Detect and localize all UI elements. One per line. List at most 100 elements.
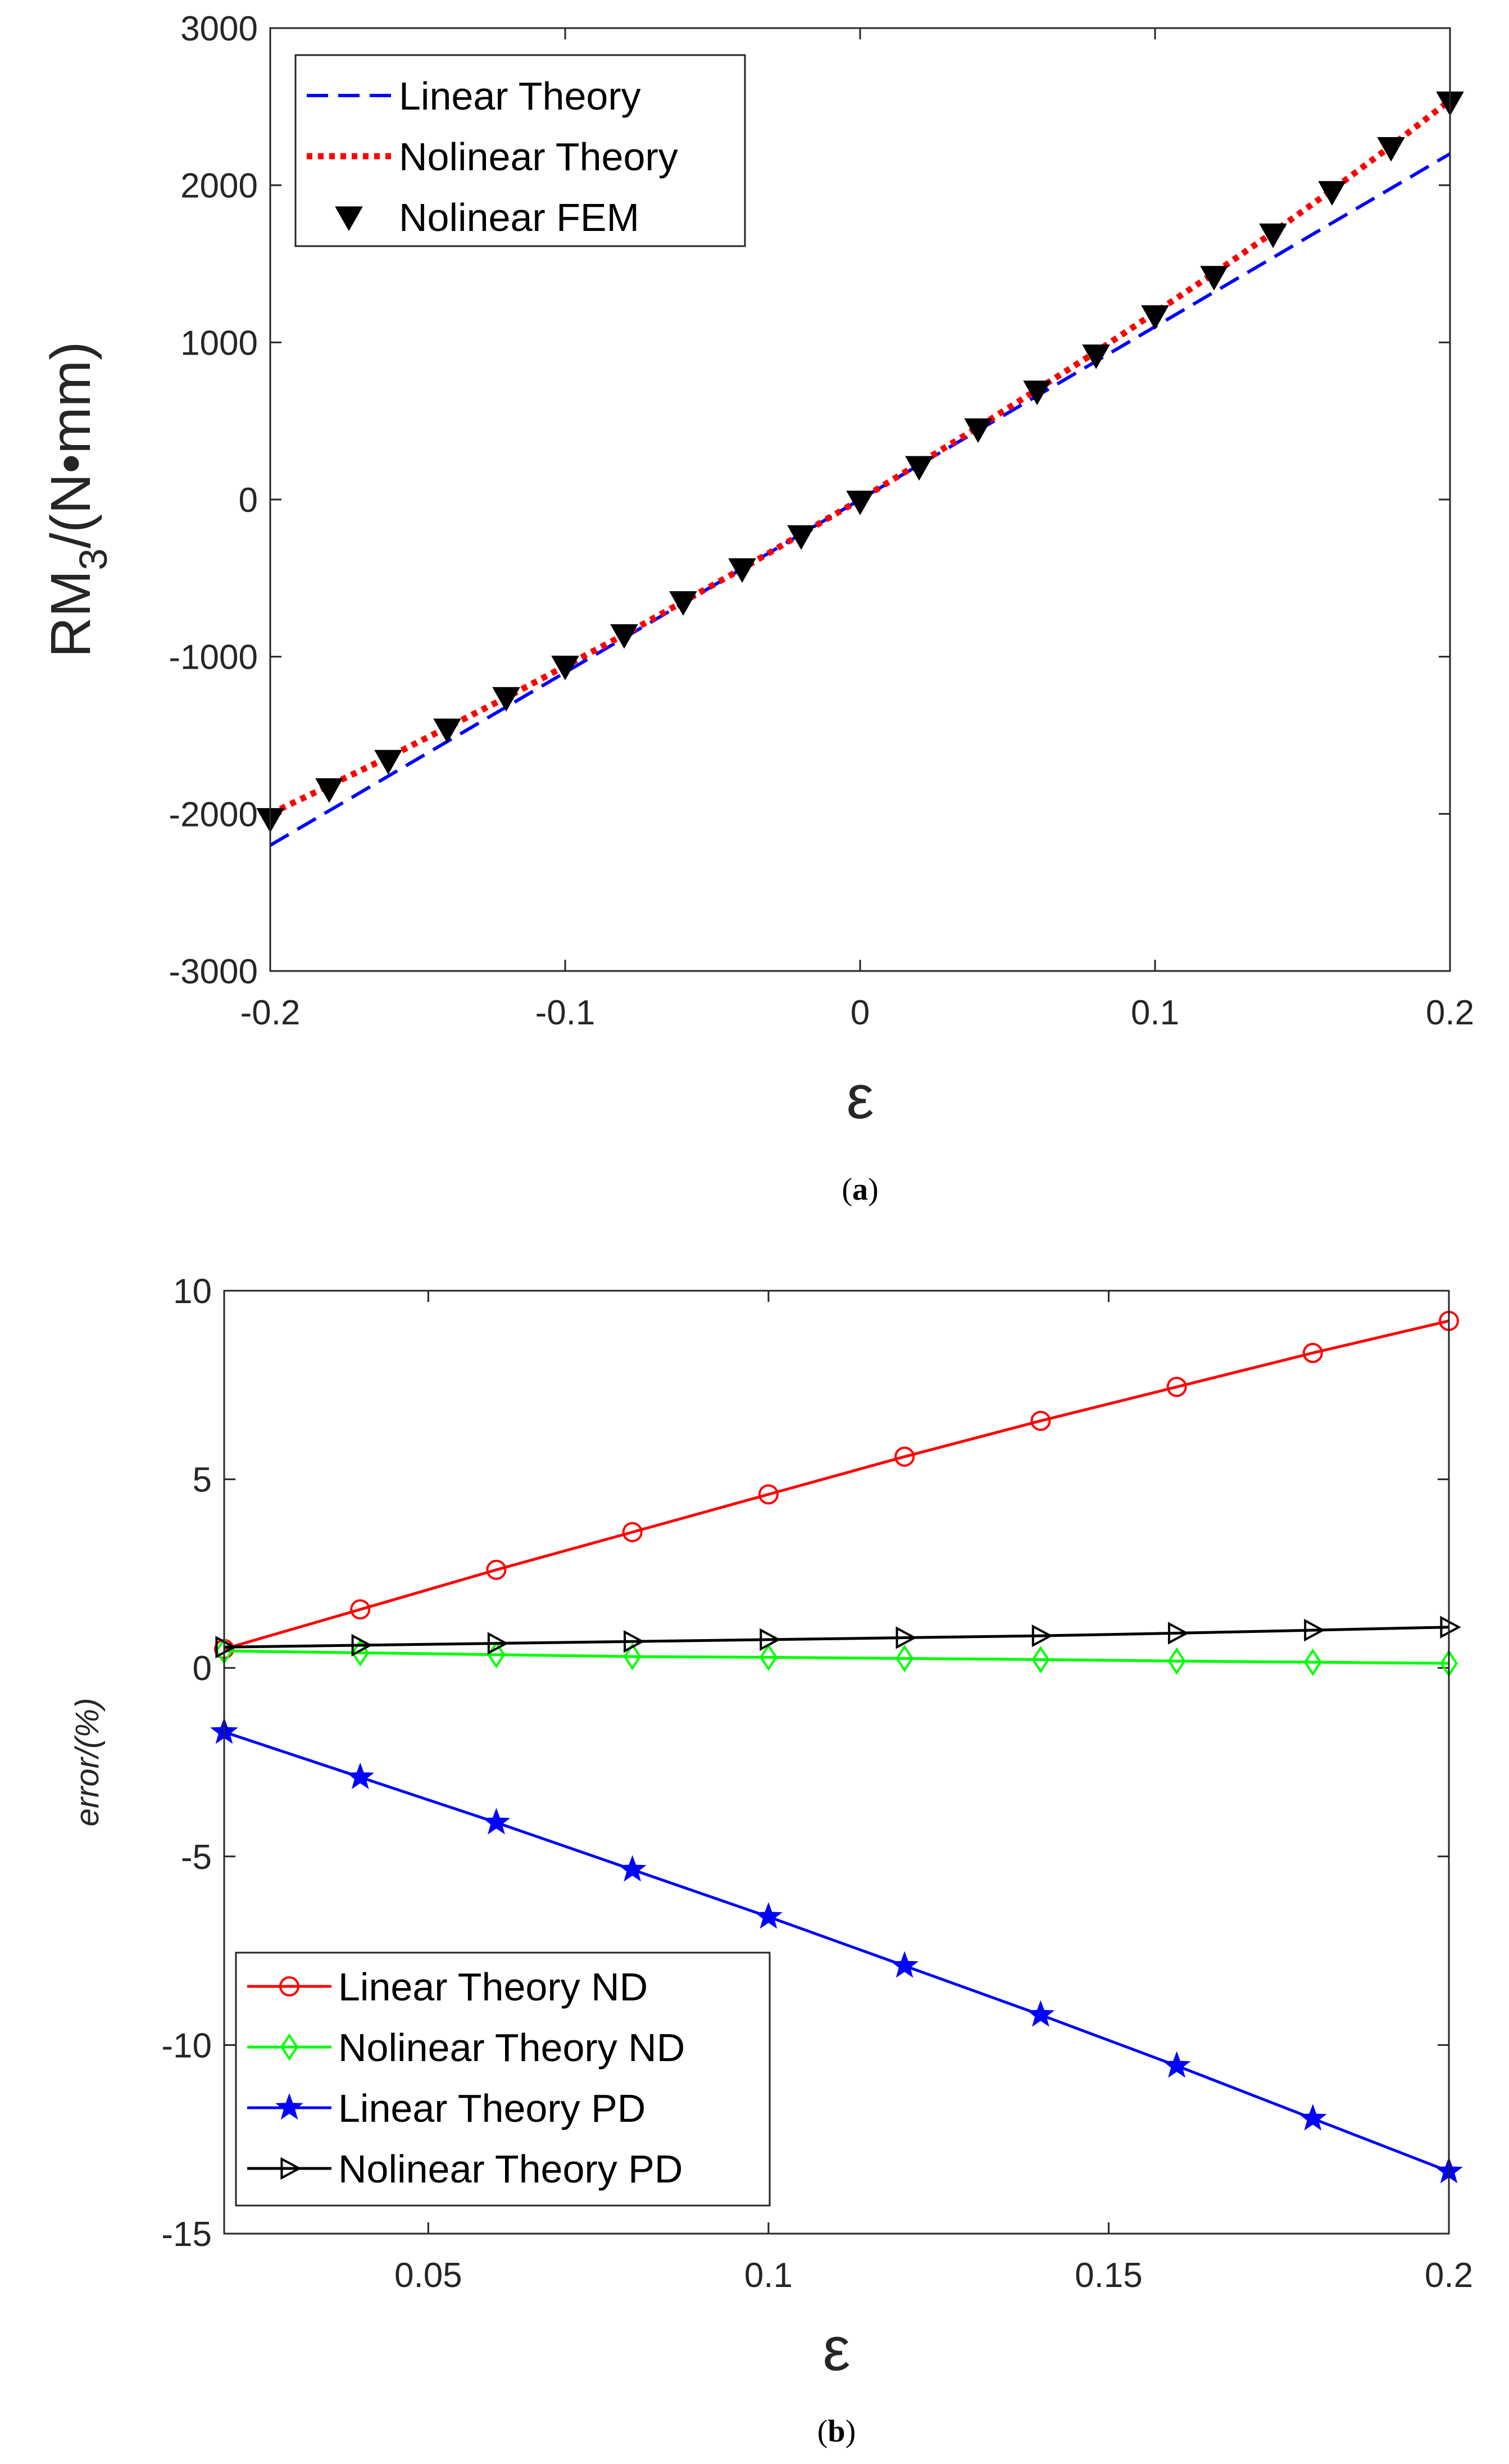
chart-a-fem-point [610, 624, 638, 649]
chart-a-y-axis-label: RM3/(N•mm) [39, 342, 115, 658]
chart-b-nolinear-theory-nd-point [759, 1643, 778, 1671]
chart-b-y-tick-label: 5 [193, 1461, 212, 1500]
chart-a-fem-point [1023, 380, 1051, 406]
chart-b-linear-theory-nd-point [1166, 1377, 1187, 1397]
chart-b-x-axis-label: ε [822, 2315, 850, 2384]
chart-b-x-tick-label: 0.2 [1425, 2256, 1473, 2295]
chart-a-legend-label-nolinear-fem: Nolinear FEM [399, 196, 639, 239]
chart-a-fem-point [492, 687, 520, 712]
chart-a-x-axis-label: ε [846, 1063, 874, 1132]
chart-b-linear-theory-pd-point [754, 1902, 783, 1929]
chart-b-linear-theory-nd-point [894, 1446, 915, 1467]
chart-a-y-tick-label: 1000 [180, 324, 258, 362]
chart-b-linear-theory-nd-point [350, 1599, 371, 1620]
chart-b-nolinear-theory-pd-point [760, 1628, 781, 1651]
chart-b-nolinear-theory-pd-point [1031, 1624, 1053, 1648]
chart-b-x-tick-label: 0.15 [1075, 2256, 1143, 2295]
chart-a-fem-point [846, 491, 874, 515]
chart-a-x-tick-label: 0.2 [1426, 993, 1474, 1032]
chart-a-y-tick-label: -3000 [169, 952, 258, 991]
chart-b-nolinear-theory-pd-point [215, 1636, 237, 1659]
chart-b-legend-swatch-marker-linear-theory-pd [275, 2093, 303, 2120]
chart-b-axes-box [223, 1290, 1450, 2235]
chart-b-y-tick-label: -5 [181, 1838, 212, 1877]
chart-b-legend-label-nolinear-theory-pd: Nolinear Theory PD [338, 2147, 683, 2191]
chart-a-y-tick-label: 0 [239, 481, 258, 520]
chart-a: -0.2 -0.1 0 0.1 0.2 -3000 -2000 -1000 0 1000 2000 3… [39, 10, 1474, 1207]
chart-a-series-linear-theory-line [269, 152, 1451, 847]
chart-b-y-axis-label: error/(%) [69, 1698, 106, 1827]
chart-b-nolinear-theory-pd-point [1440, 1616, 1461, 1639]
chart-b-legend-swatch-marker-linear-theory-nd [279, 1976, 299, 1996]
chart-b-nolinear-theory-pd-point [896, 1626, 917, 1649]
chart-b-nolinear-theory-pd-point [487, 1632, 509, 1655]
chart-b-legend-label-linear-theory-pd: Linear Theory PD [338, 2086, 646, 2130]
chart-a-fem-point [728, 558, 756, 583]
chart-b-nolinear-theory-nd-point [1303, 1648, 1322, 1676]
chart-b-linear-theory-pd-point [1026, 2000, 1055, 2027]
chart-b-legend-label-nolinear-theory-nd: Nolinear Theory ND [338, 2026, 685, 2070]
chart-a-fem-point [551, 655, 579, 680]
chart-b-linear-theory-pd-point [1298, 2104, 1327, 2131]
chart-a-fem-point [374, 750, 402, 775]
chart-a-caption: (a) [842, 1172, 878, 1207]
chart-b-caption: (b) [817, 2414, 856, 2449]
chart-a-legend: Linear Theory Nolinear Theory Nolinear FEM [294, 54, 746, 247]
chart-a-fem-point [315, 778, 343, 803]
chart-a-fem-point [1200, 266, 1228, 291]
chart-b-linear-theory-nd-point [1030, 1410, 1051, 1431]
chart-b-nolinear-theory-nd-point [1031, 1645, 1050, 1673]
chart-a-series [256, 91, 1464, 847]
chart-a-x-tick-label: -0.1 [535, 993, 596, 1032]
chart-a-y-tick-label: 3000 [180, 10, 258, 48]
chart-b-nolinear-theory-pd-point [624, 1630, 645, 1653]
chart-a-legend-swatch-nolinear-fem [335, 206, 363, 232]
chart-a-fem-point [1259, 223, 1287, 248]
chart-b-linear-theory-pd-point [482, 1808, 511, 1835]
chart-b-series-linear-theory-nd-line [224, 1319, 1449, 1651]
chart-b-linear-theory-nd-point [622, 1522, 643, 1542]
chart-b-x-tick-label: 0.1 [744, 2256, 793, 2295]
chart-b-ticks: 0.05 0.1 0.15 0.2 -15 -10 -5 0 5 10 [161, 1272, 1473, 2295]
chart-a-y-label-tail: /(N•mm) [39, 342, 102, 548]
chart-a-series-nolinear-theory-line [269, 98, 1452, 817]
chart-a-fem-point [669, 591, 697, 616]
chart-a-y-label-sub: 3 [71, 548, 115, 570]
chart-a-legend-label-linear-theory: Linear Theory [399, 74, 641, 118]
chart-a-y-tick-label: -1000 [169, 638, 258, 677]
chart-b-linear-theory-pd-point [346, 1762, 375, 1789]
chart-b-legend-label-linear-theory-nd: Linear Theory ND [338, 1965, 648, 2009]
chart-a-panel-label: a [852, 1172, 868, 1207]
chart-b-series [210, 1310, 1463, 2184]
chart-a-fem-point [1318, 181, 1346, 206]
chart-b-linear-theory-nd-point [1302, 1342, 1323, 1363]
chart-b-legend-swatch-marker-nolinear-theory-nd [280, 2033, 298, 2061]
chart-b-nolinear-theory-nd-point [896, 1644, 914, 1672]
chart-a-fem-point [1377, 137, 1405, 162]
chart-b-y-tick-label: 0 [193, 1649, 212, 1688]
chart-a-x-tick-label: -0.2 [240, 993, 301, 1032]
chart-b-linear-theory-pd-point [618, 1855, 647, 1882]
chart-b-nolinear-theory-pd-point [1167, 1622, 1189, 1645]
chart-a-x-tick-label: 0.1 [1131, 993, 1179, 1032]
chart-b-series-linear-theory-pd-line [224, 1730, 1449, 2173]
chart-a-fem-point [964, 418, 992, 443]
chart-a-y-tick-label: -2000 [169, 795, 258, 834]
chart-a-fem-point [905, 456, 933, 481]
chart-b-y-tick-label: -10 [161, 2026, 212, 2065]
chart-b-x-tick-label: 0.05 [394, 2256, 462, 2295]
chart-b-linear-theory-pd-point [1162, 2051, 1191, 2078]
chart-b-series-nolinear-theory-nd-line [224, 1649, 1449, 1665]
chart-b-legend-box [235, 1952, 771, 2207]
chart-b: 0.05 0.1 0.15 0.2 -15 -10 -5 0 5 10 error/(%) ε L… [69, 1272, 1473, 2449]
chart-a-legend-box [294, 54, 746, 247]
chart-b-legend: Linear Theory ND Nolinear Theory ND Linear… [235, 1952, 771, 2207]
chart-b-linear-theory-nd-point [758, 1484, 779, 1505]
chart-a-ticks: -0.2 -0.1 0 0.1 0.2 -3000 -2000 -1000 0 1000 2000 3… [169, 10, 1474, 1032]
chart-a-fem-point [1082, 344, 1110, 369]
chart-a-x-tick-label: 0 [851, 993, 870, 1032]
chart-a-fem-point [433, 718, 461, 743]
chart-b-linear-theory-nd-point [486, 1559, 507, 1580]
chart-b-legend-swatch-marker-nolinear-theory-pd [280, 2157, 302, 2180]
